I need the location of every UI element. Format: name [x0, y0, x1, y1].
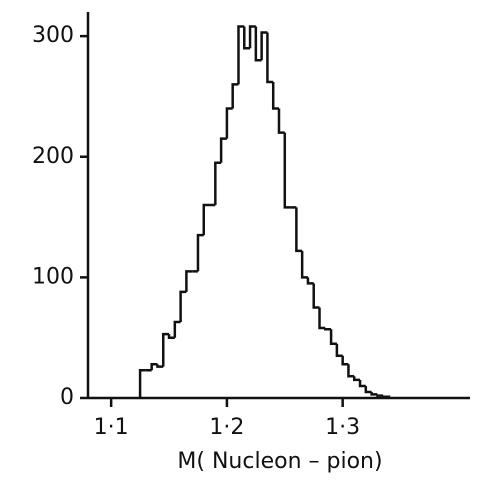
y-tick-label: 100	[32, 264, 74, 289]
histogram-bin	[271, 81, 279, 110]
histogram-bin	[300, 250, 308, 279]
histogram-bin	[352, 376, 361, 382]
histogram-bin	[266, 32, 274, 84]
histogram-bin	[318, 307, 326, 330]
histogram-bin	[335, 343, 343, 358]
histogram-bin	[381, 395, 391, 399]
histogram-bin	[179, 290, 187, 323]
x-tick-label: 1·3	[325, 415, 360, 440]
histogram-bin	[196, 233, 204, 272]
histogram-bin	[219, 137, 227, 163]
x-tick-label: 1·2	[209, 415, 244, 440]
x-tick-label: 1·1	[94, 415, 129, 440]
histogram-bin	[370, 391, 378, 396]
histogram-bin	[214, 161, 222, 205]
histogram-bin	[248, 25, 256, 49]
histogram-bin	[295, 207, 303, 253]
histogram-bin	[202, 203, 210, 236]
histogram-bin	[341, 355, 349, 366]
histogram-bin	[358, 379, 366, 388]
histogram-bin	[283, 132, 291, 209]
histogram-bin	[156, 364, 164, 368]
histogram-bin	[243, 26, 251, 50]
histogram-bin	[150, 362, 158, 371]
histogram-bin	[364, 385, 372, 394]
histogram-bin	[306, 277, 314, 285]
histogram-bin	[312, 283, 320, 309]
y-tick-label: 200	[32, 144, 74, 169]
histogram-bin	[173, 320, 181, 338]
histogram-bin	[376, 394, 384, 397]
histogram-bin	[225, 107, 233, 139]
histogram-bin	[260, 31, 268, 61]
histogram-bin	[277, 108, 285, 134]
histogram-bin	[347, 364, 355, 378]
histogram-bin	[254, 26, 262, 62]
histogram-bin	[237, 25, 245, 85]
x-axis-title: M( Nucleon – pion)	[177, 449, 382, 474]
histogram-bin	[329, 329, 337, 345]
histogram-bin	[185, 270, 193, 292]
histogram-bin	[161, 332, 170, 367]
y-tick-label: 0	[60, 385, 74, 410]
histogram-bin	[138, 369, 146, 398]
histogram-bin	[231, 83, 239, 109]
histogram-bin	[324, 327, 332, 331]
y-tick-label: 300	[32, 23, 74, 48]
histogram-bin	[167, 334, 175, 339]
